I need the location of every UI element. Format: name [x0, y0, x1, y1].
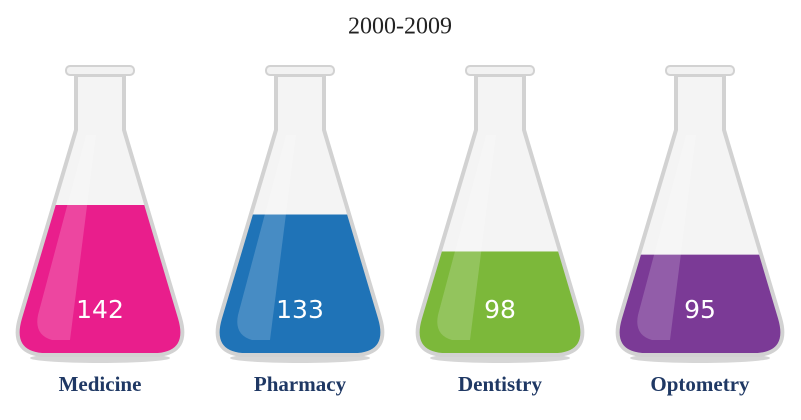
category-label: Optometry	[650, 372, 750, 396]
flask-rim	[266, 66, 334, 75]
value-label: 142	[76, 295, 124, 324]
chart-title: 2000-2009	[348, 14, 452, 40]
value-label: 98	[484, 295, 516, 324]
flask-rim	[666, 66, 734, 75]
flask-rim	[66, 66, 134, 75]
category-label: Pharmacy	[254, 372, 347, 396]
category-label: Dentistry	[458, 372, 542, 396]
value-label: 133	[276, 295, 324, 324]
value-label: 95	[684, 295, 716, 324]
liquid	[205, 215, 395, 355]
flask-rim	[466, 66, 534, 75]
chart: 2000-2009 142 Medicine 133 Pharmacy 98 Dentis…	[0, 0, 801, 420]
category-label: Medicine	[59, 372, 142, 396]
liquid	[5, 205, 195, 355]
